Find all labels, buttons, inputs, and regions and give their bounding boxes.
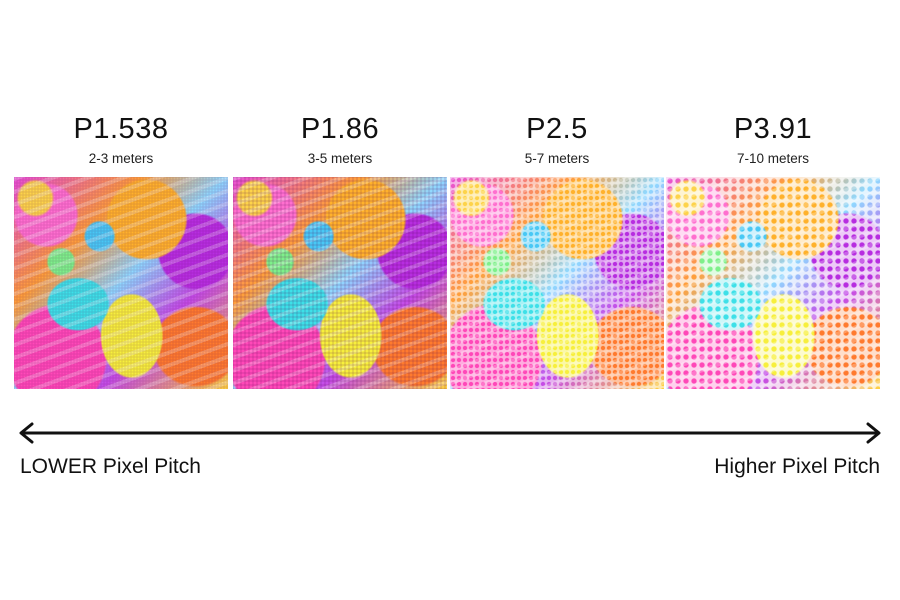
panel-p25: P2.5 5-7 meters (450, 110, 664, 169)
pitch-label: P1.538 (73, 113, 169, 145)
viewing-distance: 7-10 meters (736, 151, 810, 166)
panel-p186: P1.86 3-5 meters (233, 110, 447, 169)
viewing-distance: 3-5 meters (307, 151, 373, 166)
sample-image-p25 (450, 177, 664, 389)
higher-pitch-label: Higher Pixel Pitch (714, 455, 880, 478)
viewing-distance: 2-3 meters (88, 151, 154, 166)
panel-p391: P3.91 7-10 meters (666, 110, 880, 169)
pitch-label: P2.5 (526, 113, 588, 145)
lower-pitch-label: LOWER Pixel Pitch (20, 455, 201, 478)
sample-image-p1538 (14, 177, 228, 389)
sample-image-p391 (666, 177, 880, 389)
sample-image-p186 (233, 177, 447, 389)
pitch-label: P1.86 (300, 113, 380, 145)
viewing-distance: 5-7 meters (524, 151, 590, 166)
pitch-label: P3.91 (733, 113, 813, 145)
panel-p1538: P1.538 2-3 meters (14, 110, 228, 169)
double-arrow-icon (19, 422, 881, 444)
